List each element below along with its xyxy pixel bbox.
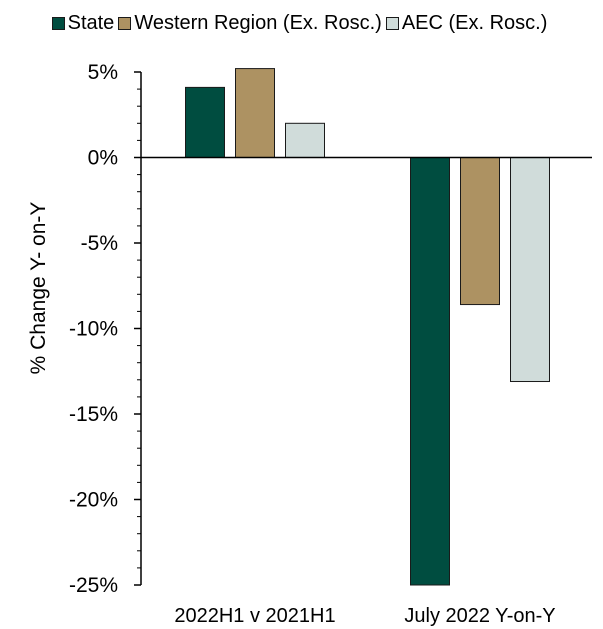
y-tick-label: 5% — [88, 61, 118, 84]
y-tick-label: 0% — [88, 147, 118, 170]
legend-item-state: State — [51, 11, 115, 35]
legend-swatch-state — [51, 16, 65, 30]
legend-label-western-region: Western Region (Ex. Rosc.) — [134, 11, 382, 34]
legend: State Western Region (Ex. Rosc.) AEC (Ex… — [0, 8, 603, 38]
bar-state-1 — [185, 86, 225, 158]
y-tick-label: -20% — [69, 489, 118, 512]
y-tick-label: -10% — [69, 318, 118, 341]
y-tick-label: -15% — [69, 403, 118, 426]
axes-group: 2022H1 v 2021H1 July 2022 Y-on-Y 5% 0% -5% -1… — [69, 61, 592, 627]
legend-label-state: State — [67, 11, 115, 34]
legend-item-aec: AEC (Ex. Rosc.) — [385, 11, 548, 35]
legend-swatch-aec — [385, 16, 399, 30]
bars-group — [185, 68, 550, 586]
y-tick-label: -25% — [69, 574, 118, 597]
x-tick-label: July 2022 Y-on-Y — [404, 605, 555, 627]
bar-state-2 — [410, 157, 450, 586]
legend-item-western-region: Western Region (Ex. Rosc.) — [118, 12, 382, 35]
bar-western-region-ex-rosc-1 — [235, 68, 275, 158]
legend-swatch-western-region — [118, 16, 132, 30]
y-axis-label: % Change Y- on-Y — [27, 202, 50, 375]
legend-label-aec: AEC (Ex. Rosc.) — [401, 11, 548, 34]
x-tick-label: 2022H1 v 2021H1 — [174, 605, 335, 627]
bar-aec-ex-rosc-1 — [285, 122, 325, 159]
bar-aec-ex-rosc-2 — [510, 157, 550, 383]
y-tick-label: -5% — [81, 232, 118, 255]
bar-western-region-ex-rosc-2 — [460, 157, 500, 306]
